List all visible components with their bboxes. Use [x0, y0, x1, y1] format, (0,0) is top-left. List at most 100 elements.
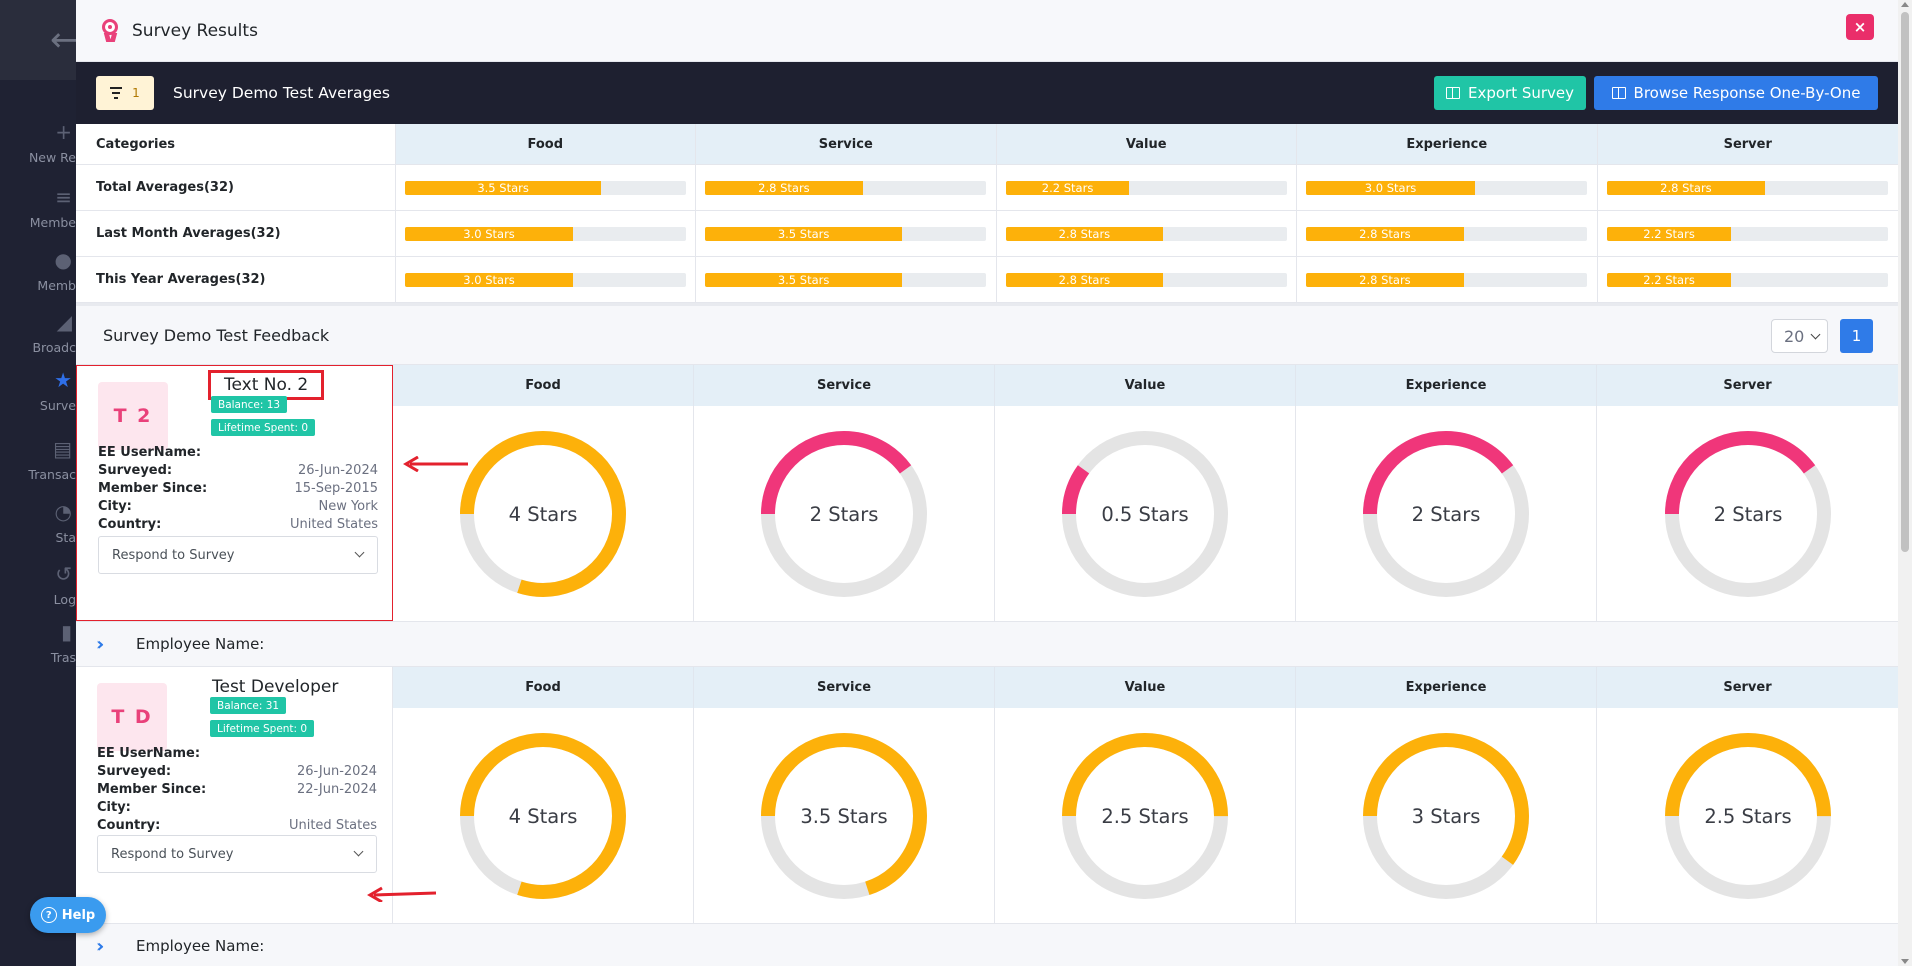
award-ribbon-icon	[100, 18, 120, 43]
donut-cell: 2 Stars	[1296, 406, 1597, 621]
donut-label: 2 Stars	[1412, 503, 1481, 526]
info-key: Member Since:	[97, 782, 207, 797]
star-icon: ★	[54, 368, 72, 392]
averages-title: Survey Demo Test Averages	[173, 84, 390, 102]
chart-column-header: Experience	[1296, 365, 1597, 406]
double-chevron-right-icon[interactable]: ››	[96, 633, 104, 655]
row-label: Last Month Averages(32)	[76, 211, 396, 256]
donut-cell: 2.5 Stars	[1597, 708, 1898, 923]
donut-value-arc	[460, 732, 626, 899]
average-progress-fill: 2.8 Stars	[705, 180, 863, 195]
sidebar-item[interactable]: + New Re	[0, 120, 76, 165]
average-progress-bar: 2.8 Stars	[705, 180, 987, 195]
export-survey-button[interactable]: Export Survey	[1434, 76, 1586, 110]
average-progress-fill: 2.8 Stars	[1306, 226, 1464, 241]
browse-icon	[1611, 87, 1626, 99]
info-row: EE UserName:	[98, 445, 378, 460]
average-cell: 2.8 Stars	[1297, 211, 1598, 256]
sidebar-item[interactable]: ▤ Transac	[0, 437, 76, 482]
scrollbar[interactable]	[1898, 0, 1912, 966]
filter-button[interactable]: 1	[96, 76, 154, 110]
receipt-icon: ▤	[53, 437, 72, 461]
respond-label: Respond to Survey	[112, 547, 235, 563]
average-progress-bar: 3.5 Stars	[705, 226, 987, 241]
averages-row: This Year Averages(32) 3.0 Stars 3.5 Stars…	[76, 257, 1898, 303]
browse-responses-button[interactable]: Browse Response One-By-One	[1594, 76, 1878, 110]
close-button[interactable]: ×	[1846, 14, 1874, 40]
info-value: 22-Jun-2024	[296, 782, 377, 797]
average-progress-fill: 2.2 Stars	[1005, 180, 1130, 195]
users-icon: ●	[54, 248, 72, 272]
sidebar-item[interactable]: ▮ Tras	[0, 620, 76, 665]
donut-value-arc	[1664, 732, 1831, 899]
pie-chart-icon: ◔	[54, 500, 72, 524]
average-progress-bar: 2.2 Stars	[1607, 226, 1889, 241]
respondent-card: T 2 Text No. 2 Balance: 13 Lifetime Spent: …	[76, 365, 393, 621]
feedback-title: Survey Demo Test Feedback	[103, 325, 330, 345]
respond-to-survey-select[interactable]: Respond to Survey	[98, 536, 378, 574]
donut-cell: 2 Stars	[694, 406, 995, 621]
double-chevron-right-icon[interactable]: ››	[96, 935, 104, 957]
donut-cell: 4 Stars	[393, 406, 694, 621]
info-key: City:	[98, 499, 132, 514]
info-key: Country:	[97, 818, 161, 833]
scrollbar-thumb[interactable]	[1901, 12, 1909, 552]
modal-title: Survey Results	[132, 20, 258, 41]
info-key: Member Since:	[98, 481, 208, 496]
info-key: EE UserName:	[98, 445, 202, 460]
rating-donut-chart: 2 Stars	[761, 430, 927, 597]
scroll-down-icon[interactable]	[1901, 959, 1909, 964]
page-button[interactable]: 1	[1840, 319, 1873, 353]
donut-value-arc	[460, 430, 626, 597]
averages-row: Last Month Averages(32) 3.0 Stars 3.5 Star…	[76, 211, 1898, 257]
rating-donut-chart: 0.5 Stars	[1062, 430, 1228, 597]
info-row: EE UserName:	[97, 746, 377, 761]
sidebar-item[interactable]: ◢ Broadc	[0, 310, 76, 355]
chart-row: 4 Stars 3.5 Stars 2.5 Stars 3 Stars 2.5 Star…	[393, 708, 1898, 923]
averages-header-row: Categories Food Service Value Experience Serv…	[76, 124, 1898, 165]
export-label: Export Survey	[1467, 84, 1575, 102]
balance-badge: Balance: 13	[211, 396, 288, 413]
book-icon	[1445, 87, 1460, 99]
donut-cell: 0.5 Stars	[995, 406, 1296, 621]
scroll-up-icon[interactable]	[1901, 2, 1909, 7]
donut-value-arc	[761, 732, 927, 899]
trash-icon: ▮	[60, 620, 72, 644]
info-value: New York	[318, 499, 378, 514]
info-row: Member Since: 22-Jun-2024	[97, 782, 377, 797]
chevron-down-icon	[354, 547, 365, 558]
average-cell: 3.5 Stars	[396, 165, 696, 210]
average-progress-fill: 2.2 Stars	[1607, 226, 1731, 241]
respond-to-survey-select[interactable]: Respond to Survey	[97, 835, 377, 873]
employee-name-bar[interactable]: ›› Employee Name:	[76, 621, 1898, 667]
employee-name-bar[interactable]: ›› Employee Name:	[76, 923, 1898, 966]
page-size-select[interactable]: 20	[1771, 319, 1828, 353]
sidebar-item-label: Tras	[50, 650, 76, 665]
chart-header-row: Food Service Value Experience Server	[393, 667, 1898, 708]
sidebar-item-label: Surve	[39, 398, 76, 413]
balance-badge: Balance: 31	[210, 697, 287, 714]
help-button[interactable]: ? Help	[30, 897, 106, 933]
lifetime-spent-badge: Lifetime Spent: 0	[211, 419, 316, 436]
sidebar-item[interactable]: ★ Surve	[0, 368, 76, 413]
donut-label: 2 Stars	[810, 503, 879, 526]
sidebar-item[interactable]: ● Memb	[0, 248, 76, 293]
respond-label: Respond to Survey	[111, 846, 234, 862]
average-progress-bar: 2.8 Stars	[1005, 226, 1287, 241]
lifetime-spent-badge: Lifetime Spent: 0	[210, 720, 315, 737]
respondent-name: Test Developer	[212, 677, 339, 697]
sidebar-item[interactable]: ◔ Sta	[0, 500, 76, 545]
row-label: This Year Averages(32)	[76, 257, 396, 302]
respondent-card: T D Test Developer Balance: 31 Lifetime Spe…	[76, 667, 393, 923]
rating-charts: Food Service Value Experience Server 4 Stars 2…	[393, 365, 1898, 621]
avatar: T D	[97, 683, 167, 751]
sidebar-item[interactable]: ↺ Log	[0, 562, 76, 607]
feedback-header: Survey Demo Test Feedback 20 1	[76, 303, 1898, 365]
survey-results-modal: Survey Results × 1 Survey Demo Test Aver…	[76, 0, 1898, 966]
response-row: T D Test Developer Balance: 31 Lifetime Spe…	[76, 667, 1898, 923]
chart-column-header: Experience	[1296, 667, 1597, 708]
info-key: Surveyed:	[97, 764, 172, 779]
sidebar-item[interactable]: ≡ Membe	[0, 185, 76, 230]
back-arrow-icon[interactable]: ←	[50, 20, 79, 60]
sidebar-item-label: Broadc	[32, 340, 76, 355]
